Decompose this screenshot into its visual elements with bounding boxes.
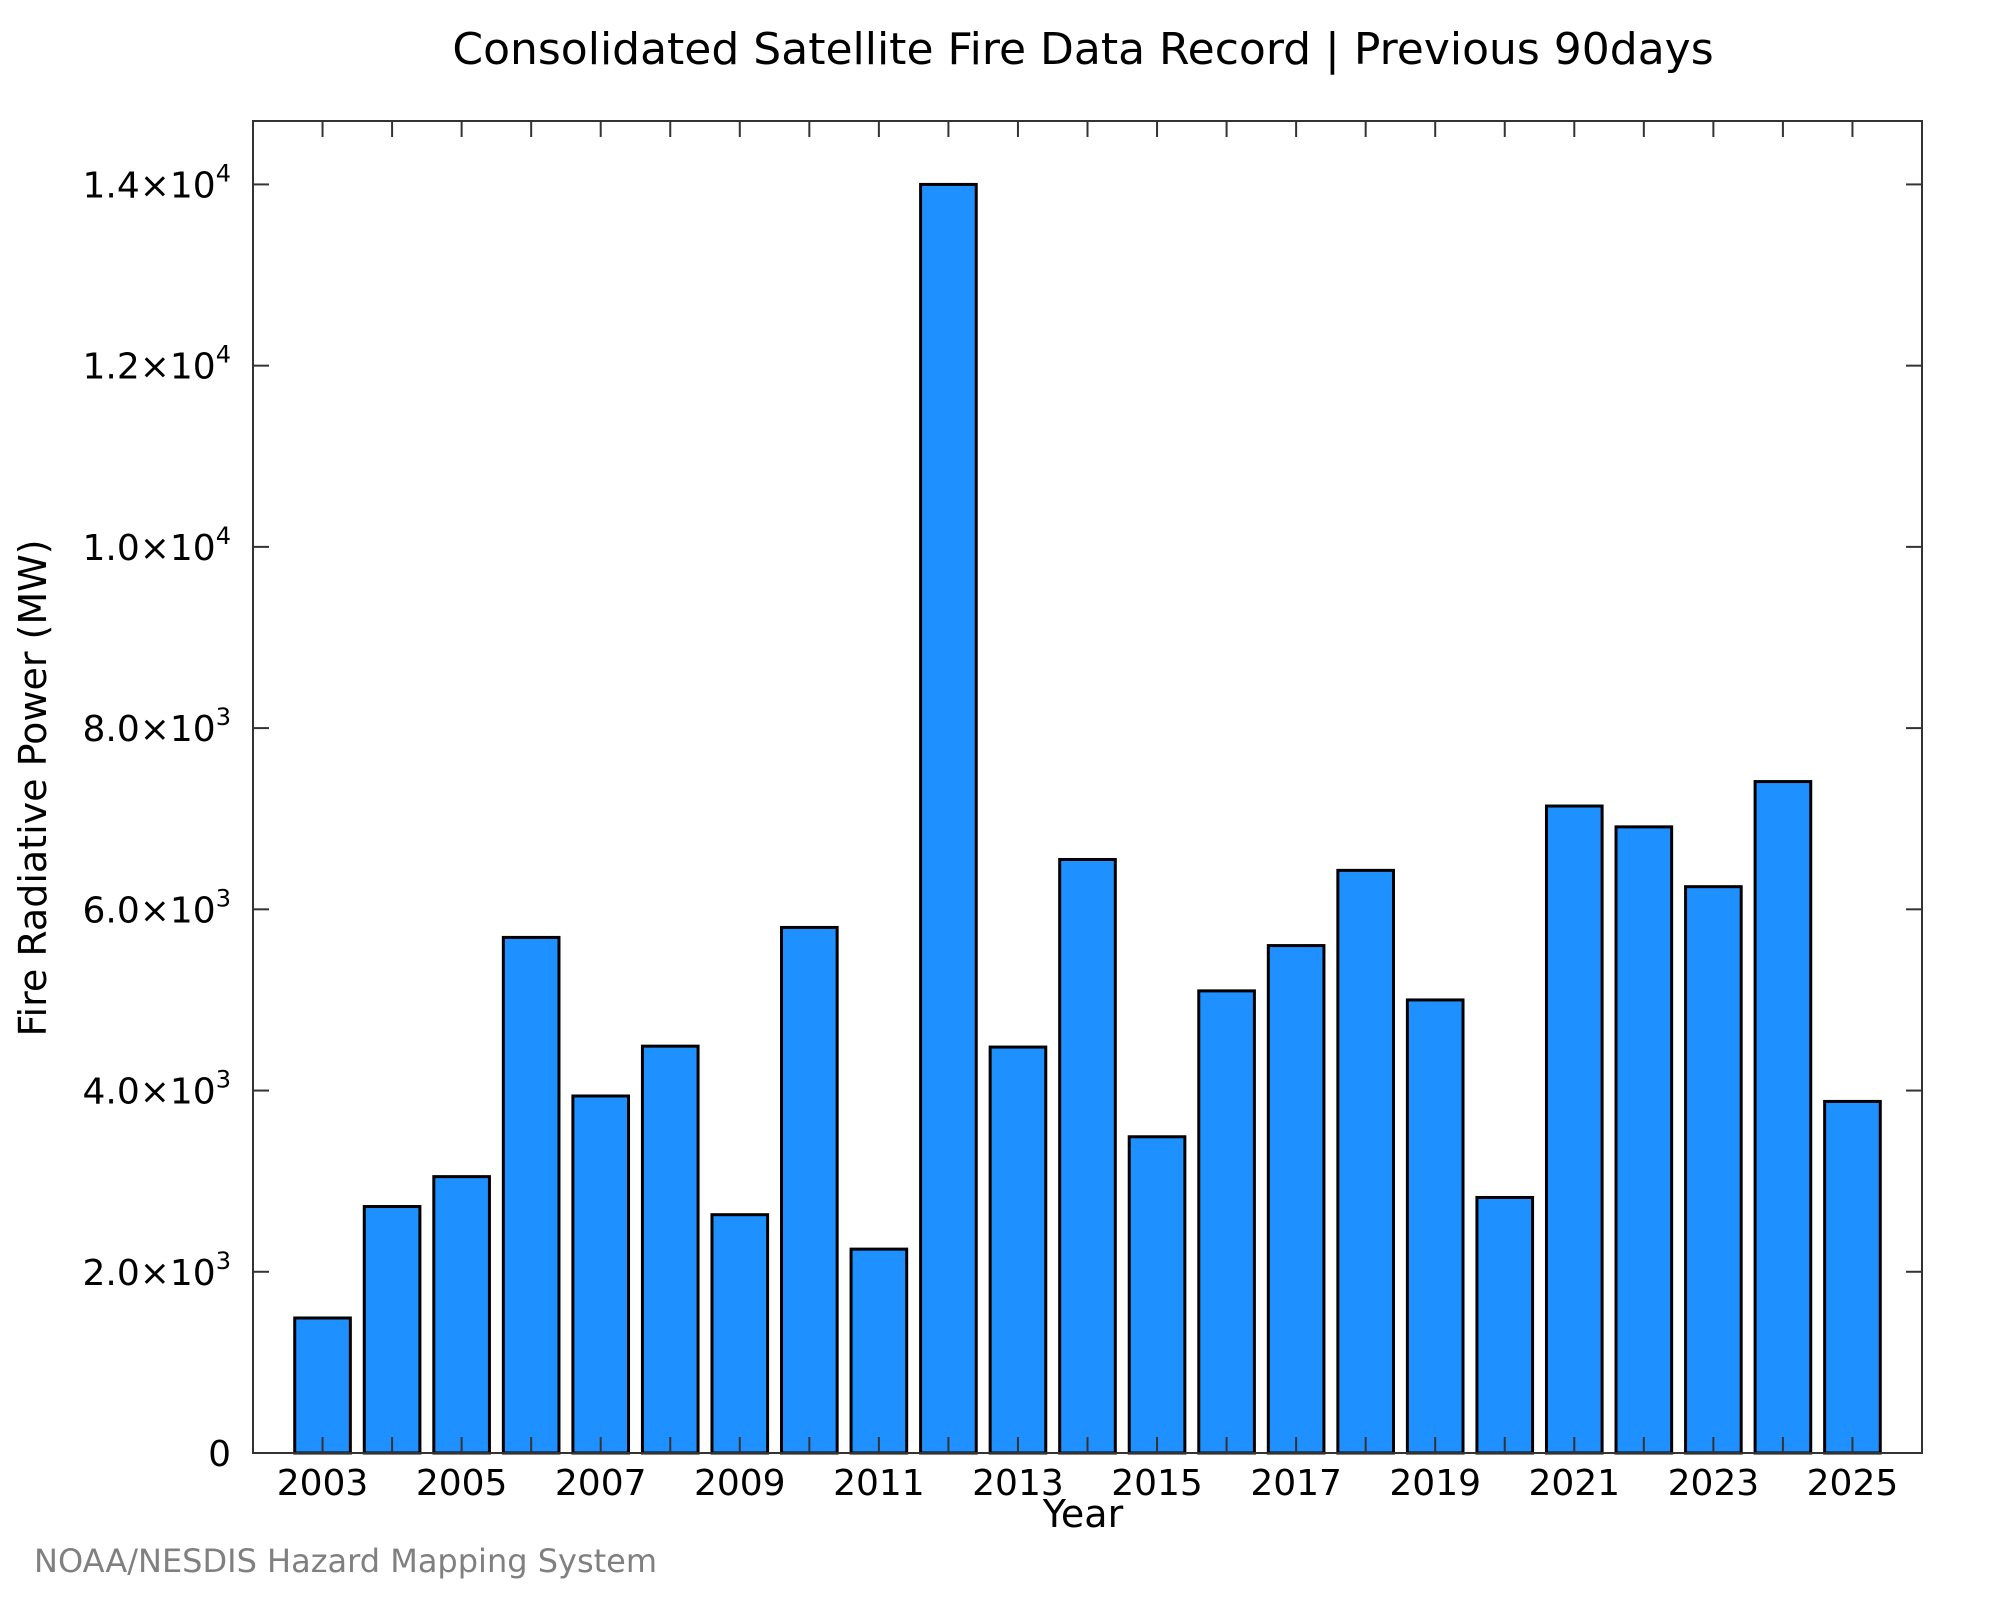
x-tick-label-2017: 2017	[1250, 1463, 1342, 1504]
bar-2011	[849, 1247, 909, 1455]
bar-2007	[571, 1094, 631, 1455]
bar-2019	[1405, 998, 1465, 1455]
bar-2013	[988, 1045, 1048, 1455]
x-tick-label-2009: 2009	[694, 1463, 786, 1504]
bar-2014	[1058, 857, 1117, 1455]
x-tick-labels: 2003 2005 2007 2009 2011 2013 2015 2017 2019 2021…	[277, 1463, 1899, 1504]
bar-2010	[780, 925, 839, 1455]
bars-group	[293, 182, 1882, 1455]
bar-2005	[432, 1175, 491, 1455]
bar-2008	[640, 1044, 700, 1455]
bar-2006	[501, 935, 561, 1455]
x-axis-label: Year	[1042, 1492, 1124, 1536]
bar-2024	[1753, 780, 1813, 1455]
y-tick-labels: 0 2.0×103 4.0×103 6.0×103 8.0×103 1.0×104 1.2×…	[82, 159, 231, 1475]
bar-2022	[1614, 825, 1674, 1455]
bar-2023	[1684, 885, 1743, 1455]
bar-2003	[293, 1316, 352, 1455]
bar-2016	[1197, 989, 1256, 1455]
bar-2018	[1336, 868, 1395, 1455]
x-tick-label-2015: 2015	[1111, 1463, 1203, 1504]
y-axis-label: Fire Radiative Power (MW)	[11, 539, 55, 1036]
bar-2017	[1266, 944, 1326, 1455]
bar-2021	[1544, 804, 1604, 1455]
y-tick-label-6000: 6.0×103	[82, 884, 231, 931]
x-tick-label-2003: 2003	[277, 1463, 369, 1504]
bar-2025	[1823, 1099, 1882, 1455]
bar-2004	[362, 1205, 422, 1455]
y-tick-label-4000: 4.0×103	[82, 1066, 231, 1113]
bar-2020	[1475, 1195, 1535, 1455]
plot-frame	[252, 120, 1923, 1454]
chart-title: Consolidated Satellite Fire Data Record …	[452, 24, 1713, 75]
x-tick-label-2025: 2025	[1807, 1463, 1899, 1504]
x-tick-label-2019: 2019	[1389, 1463, 1481, 1504]
bar-2015	[1127, 1135, 1187, 1455]
x-tick-label-2005: 2005	[416, 1463, 508, 1504]
y-tick-label-10000: 1.0×104	[82, 522, 231, 569]
credit-text: NOAA/NESDIS Hazard Mapping System	[34, 1542, 657, 1580]
y-tick-label-0: 0	[208, 1434, 231, 1475]
x-tick-label-2013: 2013	[972, 1463, 1064, 1504]
y-tick-label-2000: 2.0×103	[82, 1247, 231, 1294]
x-tick-label-2021: 2021	[1528, 1463, 1620, 1504]
bar-2012	[919, 182, 978, 1455]
bar-2009	[710, 1213, 770, 1455]
x-tick-label-2007: 2007	[555, 1463, 647, 1504]
x-tick-label-2023: 2023	[1668, 1463, 1760, 1504]
y-tick-label-8000: 8.0×103	[82, 703, 231, 750]
x-tick-label-2011: 2011	[833, 1463, 925, 1504]
y-tick-label-14000: 1.4×104	[82, 159, 231, 206]
y-tick-label-12000: 1.2×104	[82, 341, 231, 388]
